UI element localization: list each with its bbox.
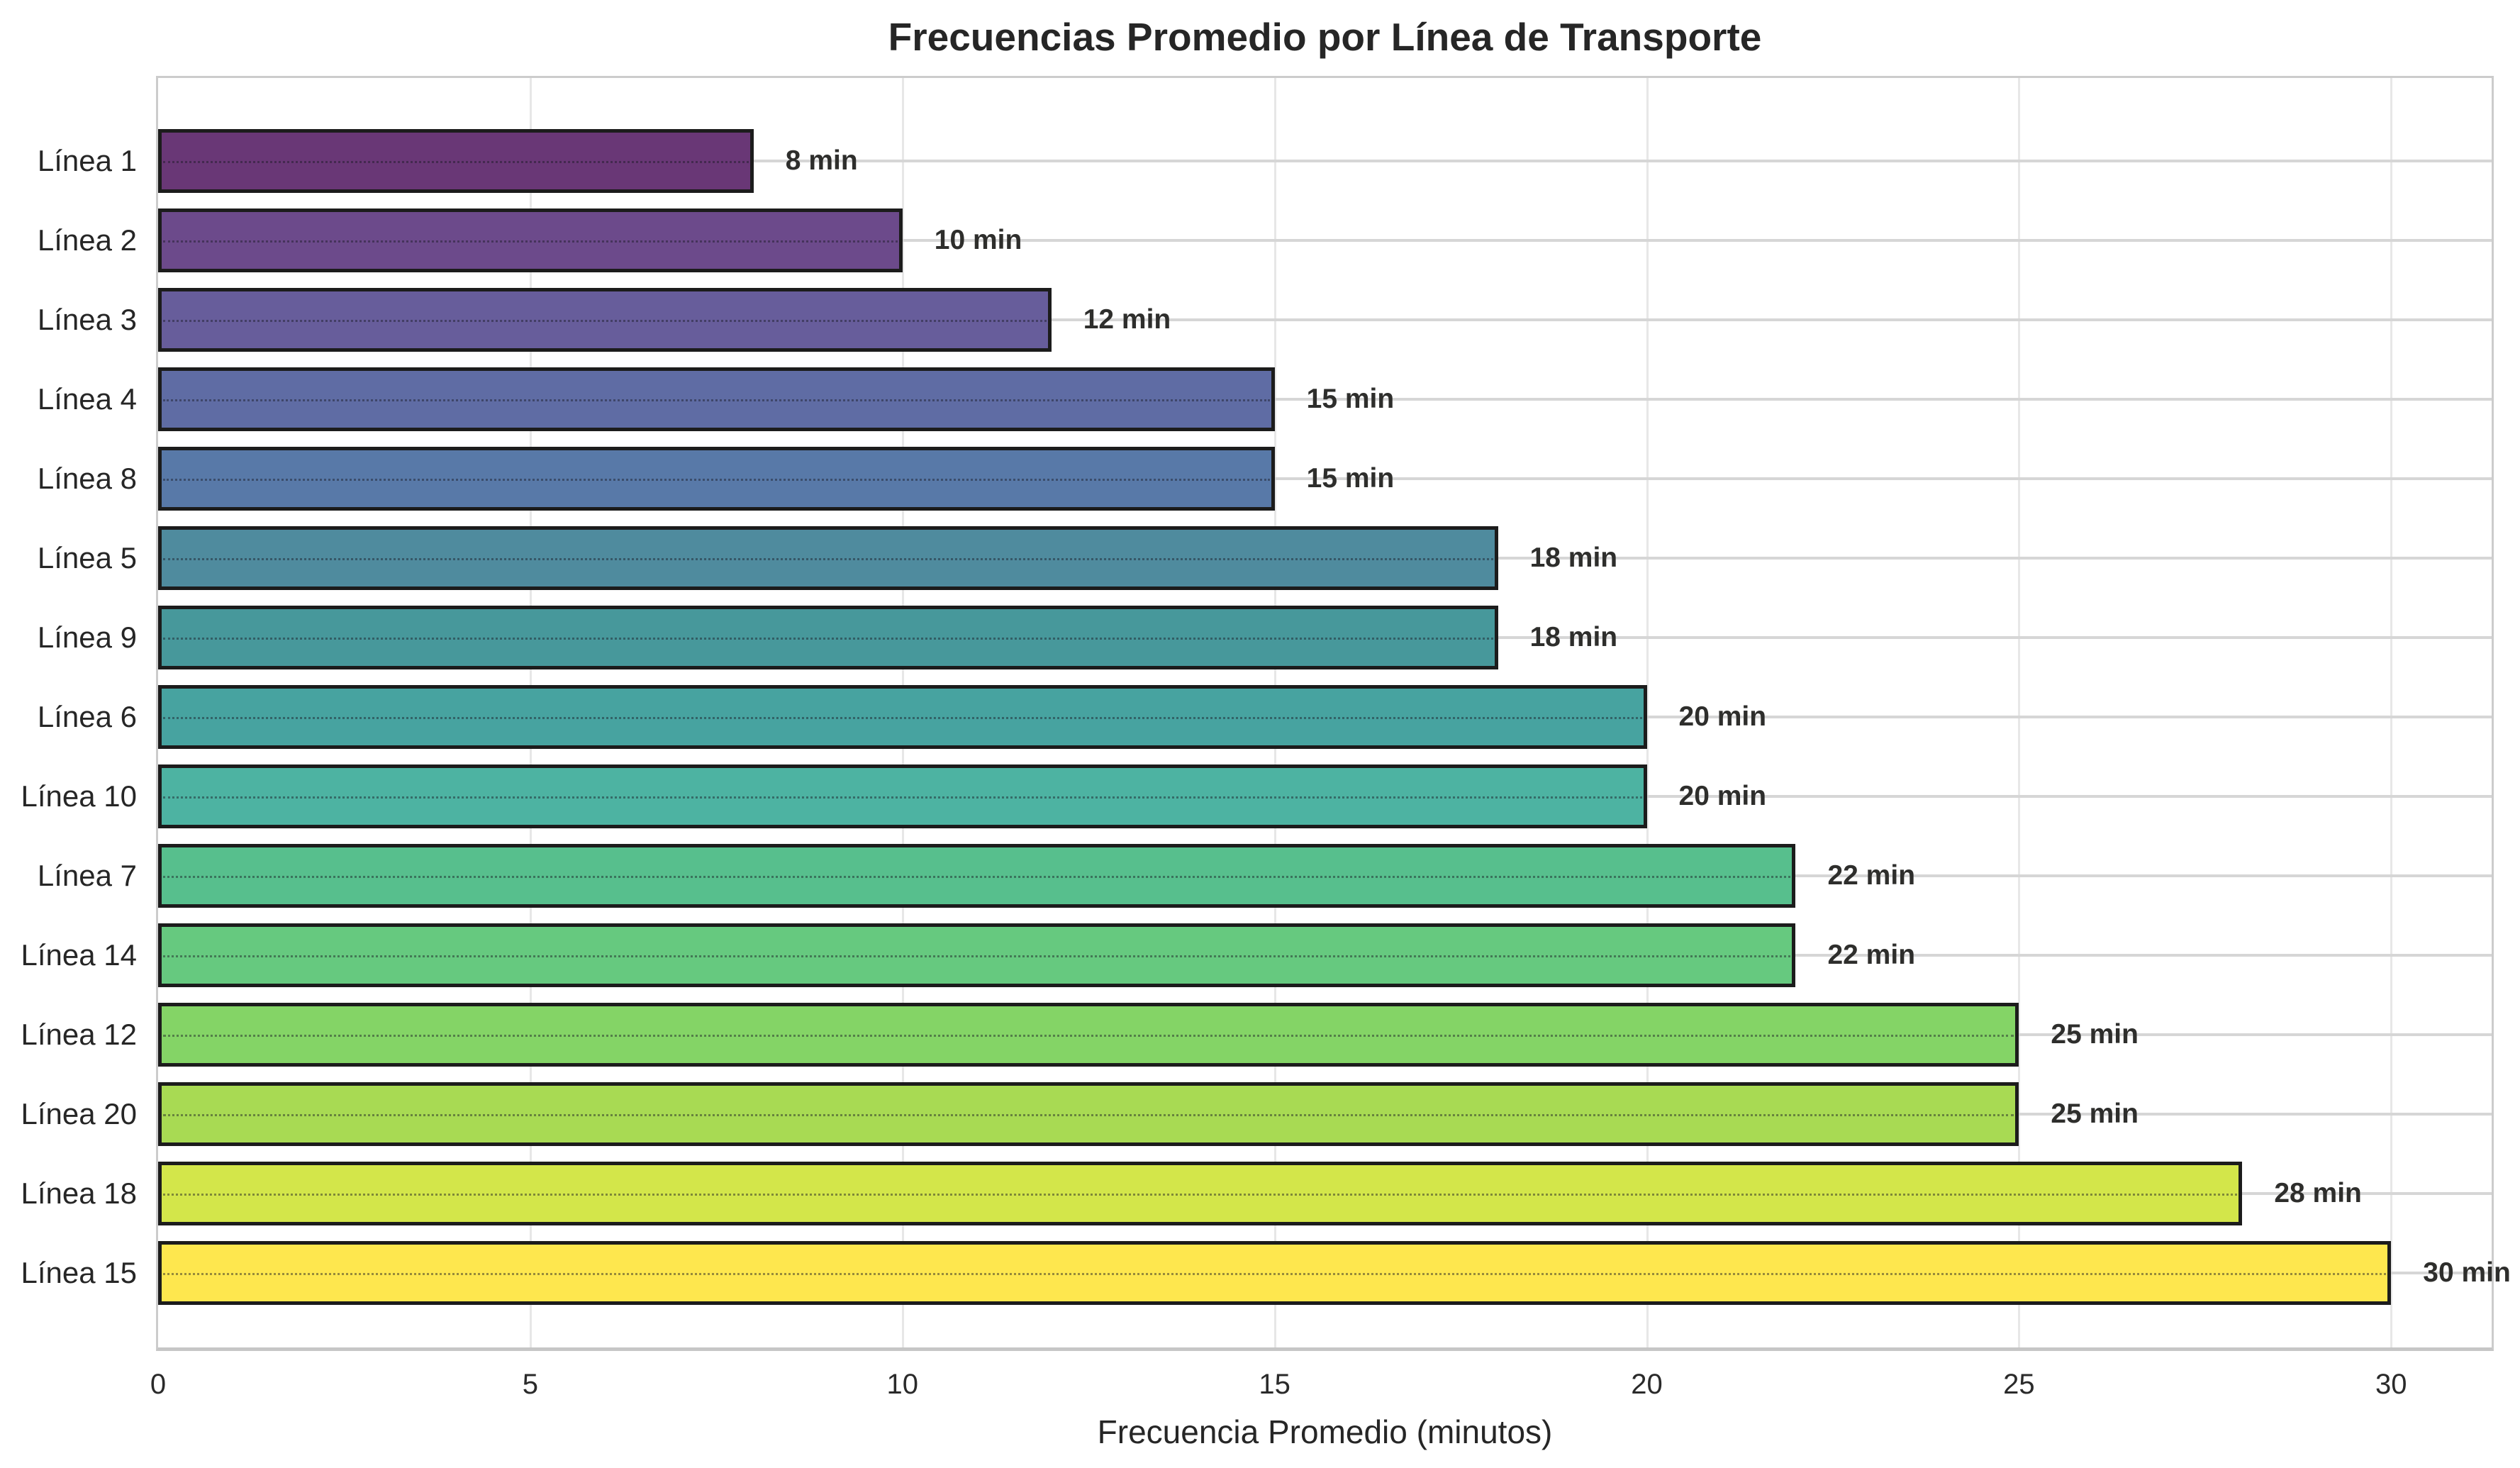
x-axis-tick-label: 0 (150, 1369, 167, 1400)
bar-center-dotted-gridline (163, 399, 1270, 401)
bar-center-dotted-gridline (163, 876, 1791, 878)
bar (158, 208, 903, 272)
x-axis-tick-label: 30 (2375, 1369, 2407, 1400)
bar-value-label: 20 min (1678, 701, 1767, 732)
vertical-gridline (1646, 78, 1649, 1347)
bar-row: Línea 14 22 min (21, 916, 2492, 995)
bar-row: Línea 18 28 min (21, 1154, 2492, 1233)
bar-center-dotted-gridline (163, 479, 1270, 481)
x-axis-tick-labels: 0 5 10 15 20 25 30 (150, 1369, 2492, 1404)
bar (158, 1241, 2392, 1305)
bar-value-label: 20 min (1678, 781, 1767, 811)
plot-area: Línea 1 8 min Línea 2 10 min Línea 3 12 … (21, 76, 2511, 1351)
bar-value-label: 30 min (2423, 1257, 2511, 1288)
bar (158, 1162, 2243, 1225)
bar-value-label: 12 min (1083, 304, 1171, 335)
bar (158, 288, 1052, 352)
y-axis-category-label: Línea 5 (37, 541, 137, 574)
y-axis-category-label: Línea 9 (37, 621, 137, 654)
y-axis-category-label: Línea 18 (21, 1177, 138, 1210)
y-axis-category-label: Línea 14 (21, 938, 138, 972)
bar (158, 1082, 2019, 1146)
bar-row: Línea 5 18 min (38, 518, 2492, 598)
y-axis-category-label: Línea 7 (37, 859, 137, 892)
bar-center-dotted-gridline (163, 1114, 2014, 1116)
y-axis-category-label: Línea 1 (37, 144, 137, 177)
y-axis-category-label: Línea 2 (37, 223, 137, 257)
bar-value-label: 25 min (2051, 1019, 2139, 1050)
y-axis-category-label: Línea 6 (37, 700, 137, 733)
bar-center-dotted-gridline (163, 796, 1642, 799)
bar (158, 367, 1275, 431)
x-axis-tick-label: 20 (1631, 1369, 1663, 1400)
bar-row: Línea 20 25 min (21, 1074, 2492, 1154)
horizontal-gridline (158, 239, 2492, 242)
bar-row: Línea 7 22 min (38, 836, 2492, 916)
bar-center-dotted-gridline (163, 717, 1642, 719)
bar-center-dotted-gridline (163, 320, 1047, 322)
bar-center-dotted-gridline (163, 638, 1493, 640)
bar (158, 129, 754, 193)
bar-row: Línea 10 20 min (21, 757, 2492, 836)
bar-center-dotted-gridline (163, 558, 1493, 560)
bar-row: Línea 12 25 min (21, 995, 2492, 1074)
bar-row: Línea 4 15 min (38, 360, 2492, 439)
bar-value-label: 25 min (2051, 1099, 2139, 1129)
bar (158, 447, 1275, 511)
bar-value-label: 28 min (2274, 1178, 2362, 1208)
horizontal-gridline (158, 477, 2492, 480)
bar-center-dotted-gridline (163, 1194, 2238, 1196)
bar-value-label: 10 min (934, 225, 1022, 255)
bar (158, 526, 1498, 590)
x-axis-tick-label: 10 (886, 1369, 919, 1400)
vertical-gridline (2390, 78, 2393, 1347)
bar-row: Línea 6 20 min (38, 677, 2492, 757)
x-axis-tick-label: 25 (2003, 1369, 2035, 1400)
y-axis-category-label: Línea 15 (21, 1256, 138, 1289)
bar-row: Línea 9 18 min (38, 598, 2492, 677)
bar-value-label: 15 min (1306, 463, 1395, 494)
bar-value-label: 22 min (1827, 860, 1916, 891)
horizontal-gridline (158, 398, 2492, 401)
bar-center-dotted-gridline (163, 240, 898, 243)
bar-center-dotted-gridline (163, 1035, 2014, 1037)
chart-title: Frecuencias Promedio por Línea de Transp… (888, 15, 1762, 59)
bar-value-label: 15 min (1306, 384, 1395, 414)
bar (158, 1003, 2019, 1067)
bar-center-dotted-gridline (163, 161, 749, 163)
y-axis-category-label: Línea 8 (37, 462, 137, 495)
bar-rows-container: Línea 1 8 min Línea 2 10 min Línea 3 12 … (21, 78, 2511, 1347)
y-axis-category-label: Línea 4 (37, 382, 137, 416)
vertical-gridline (2018, 78, 2021, 1347)
x-axis-tick-label: 5 (522, 1369, 538, 1400)
bar-value-label: 22 min (1827, 940, 1916, 970)
bar-center-dotted-gridline (163, 955, 1791, 957)
bar-row: Línea 8 15 min (38, 439, 2492, 518)
y-axis-category-label: Línea 12 (21, 1018, 138, 1051)
bar-row: Línea 1 8 min (38, 121, 2492, 201)
bar-value-label: 8 min (785, 145, 858, 176)
bar-value-label: 18 min (1529, 622, 1618, 652)
bar-row: Línea 2 10 min (38, 201, 2492, 280)
bar-center-dotted-gridline (163, 1273, 2387, 1275)
bar-value-label: 18 min (1529, 543, 1618, 573)
y-axis-category-label: Línea 20 (21, 1097, 138, 1130)
x-axis-tick-label: 15 (1259, 1369, 1290, 1400)
bar-row: Línea 15 30 min (21, 1233, 2511, 1313)
bar-row: Línea 3 12 min (38, 280, 2492, 360)
horizontal-gridline (158, 318, 2492, 321)
bar (158, 606, 1498, 669)
horizontal-gridline (158, 160, 2492, 162)
bar (158, 844, 1796, 908)
bar (158, 685, 1647, 749)
bar (158, 923, 1796, 987)
y-axis-category-label: Línea 10 (21, 779, 138, 813)
bar (158, 764, 1647, 828)
y-axis-category-label: Línea 3 (37, 303, 137, 336)
x-axis-title: Frecuencia Promedio (minutos) (1097, 1413, 1553, 1450)
